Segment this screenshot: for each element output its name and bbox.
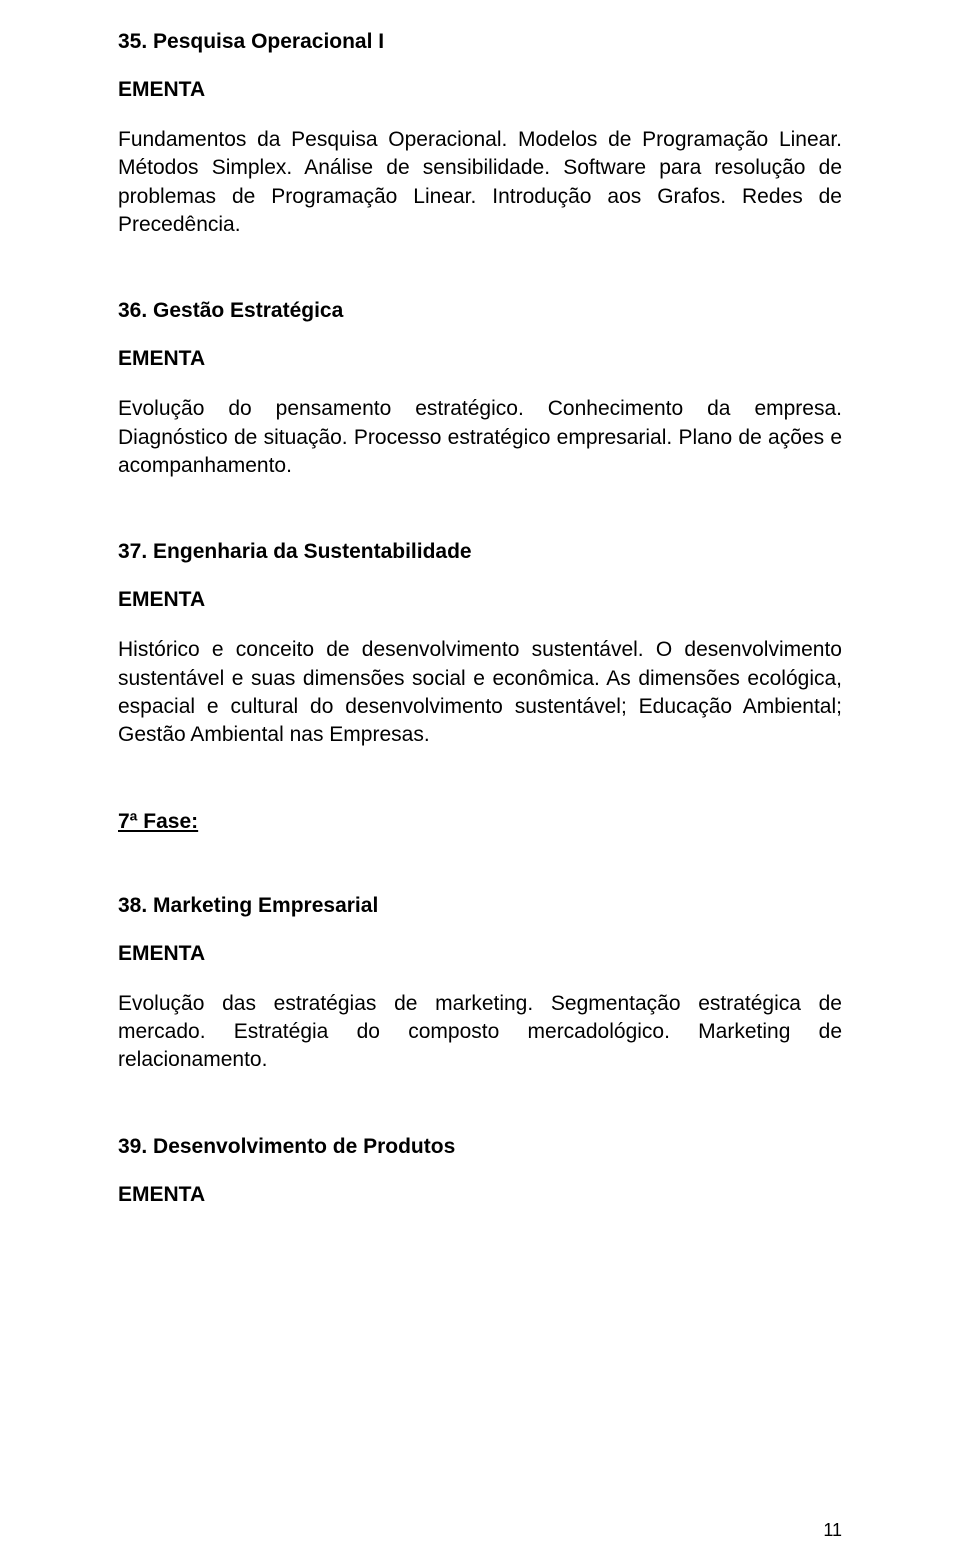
section-heading-38: 38. Marketing Empresarial xyxy=(118,894,842,918)
page-number: 11 xyxy=(823,1520,842,1541)
ementa-label-37: EMENTA xyxy=(118,588,842,612)
section-heading-37: 37. Engenharia da Sustentabilidade xyxy=(118,540,842,564)
section-heading-39: 39. Desenvolvimento de Produtos xyxy=(118,1135,842,1159)
ementa-label-39: EMENTA xyxy=(118,1183,842,1207)
ementa-label-35: EMENTA xyxy=(118,78,842,102)
section-body-35: Fundamentos da Pesquisa Operacional. Mod… xyxy=(118,126,842,239)
ementa-label-38: EMENTA xyxy=(118,942,842,966)
section-body-36: Evolução do pensamento estratégico. Conh… xyxy=(118,395,842,480)
section-body-38: Evolução das estratégias de marketing. S… xyxy=(118,990,842,1075)
section-body-37: Histórico e conceito de desenvolvimento … xyxy=(118,636,842,749)
fase-heading: 7ª Fase: xyxy=(118,810,842,834)
ementa-label-36: EMENTA xyxy=(118,347,842,371)
section-heading-35: 35. Pesquisa Operacional I xyxy=(118,30,842,54)
section-heading-36: 36. Gestão Estratégica xyxy=(118,299,842,323)
